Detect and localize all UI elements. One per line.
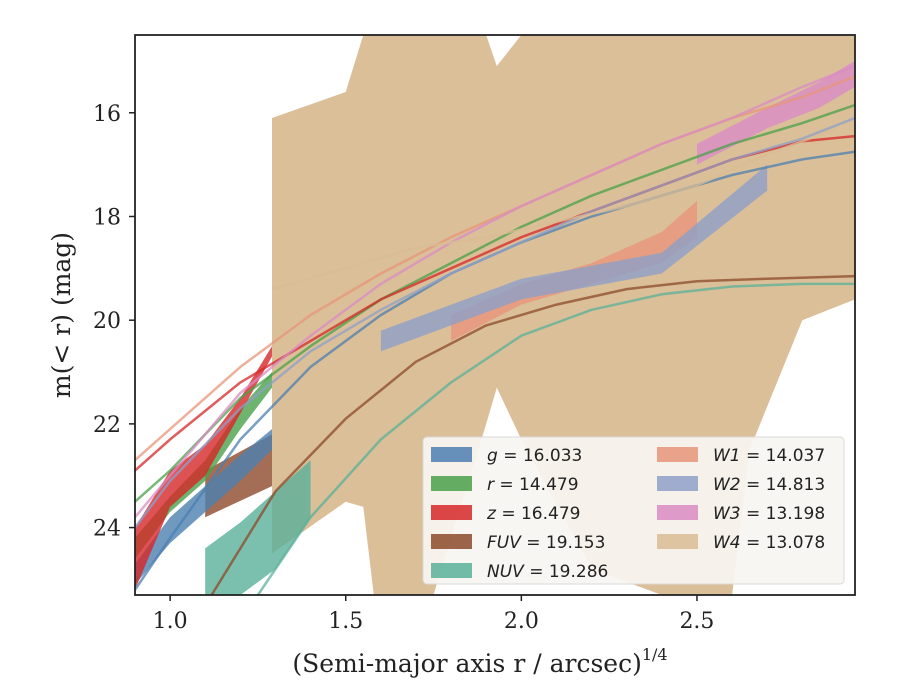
x-tick-label: 2.0 bbox=[504, 609, 539, 634]
x-axis-label: (Semi-major axis r / arcsec)1/4 bbox=[292, 645, 667, 678]
y-tick-label: 18 bbox=[93, 205, 121, 230]
legend-swatch-z bbox=[431, 505, 472, 520]
curve-w1 bbox=[135, 75, 855, 462]
y-axis: 16 18 20 22 24 bbox=[93, 102, 135, 542]
curve-w2 bbox=[135, 116, 855, 529]
legend-swatch-w2 bbox=[657, 476, 698, 491]
plot-frame bbox=[134, 34, 856, 596]
legend-label-w3: W3 = 13.198 bbox=[713, 504, 825, 524]
curve-w4 bbox=[271, 127, 838, 291]
legend-label-z: z = 16.479 bbox=[486, 504, 580, 524]
legend-label-fuv: FUV = 19.153 bbox=[487, 533, 605, 553]
y-tick-label: 20 bbox=[93, 309, 121, 334]
legend-frame bbox=[422, 436, 845, 585]
legend-swatch-g bbox=[431, 447, 472, 462]
legend-swatch-fuv bbox=[431, 534, 472, 549]
x-tick-label: 1.0 bbox=[153, 609, 188, 634]
legend-label-w4: W4 = 13.078 bbox=[713, 533, 825, 553]
band-w2 bbox=[380, 164, 768, 352]
y-tick-label: 16 bbox=[93, 102, 121, 127]
x-axis: 1.0 1.5 2.0 2.5 bbox=[153, 595, 714, 634]
legend-label-w2: W2 = 14.813 bbox=[713, 475, 825, 495]
x-tick-label: 2.5 bbox=[679, 609, 714, 634]
band-w3 bbox=[697, 60, 855, 165]
legend-swatch-r bbox=[431, 476, 472, 491]
legend-label-w1: W1 = 14.037 bbox=[713, 446, 825, 466]
legend-swatch-nuv bbox=[431, 563, 472, 578]
curve-w3 bbox=[135, 64, 855, 519]
y-axis-label: m(< r) (mag) bbox=[47, 232, 76, 398]
legend-swatch-w3 bbox=[657, 505, 698, 520]
band-z bbox=[135, 346, 272, 590]
legend-swatch-w1 bbox=[657, 447, 698, 462]
legend-label-nuv: NUV = 19.286 bbox=[487, 562, 608, 582]
legend-label-r: r = 14.479 bbox=[487, 475, 579, 495]
band-g bbox=[135, 429, 272, 585]
legend-label-g: g = 16.033 bbox=[487, 446, 582, 466]
legend-swatch-w4 bbox=[657, 534, 698, 549]
legend: g = 16.033 r = 14.479 z = 16.479 FUV = 19.1… bbox=[422, 436, 845, 585]
y-tick-label: 22 bbox=[93, 413, 121, 438]
curve-r bbox=[135, 103, 855, 503]
x-tick-label: 1.5 bbox=[328, 609, 363, 634]
curve-nuv bbox=[256, 282, 855, 595]
y-tick-label: 24 bbox=[93, 517, 121, 542]
curve-fuv bbox=[210, 274, 855, 595]
